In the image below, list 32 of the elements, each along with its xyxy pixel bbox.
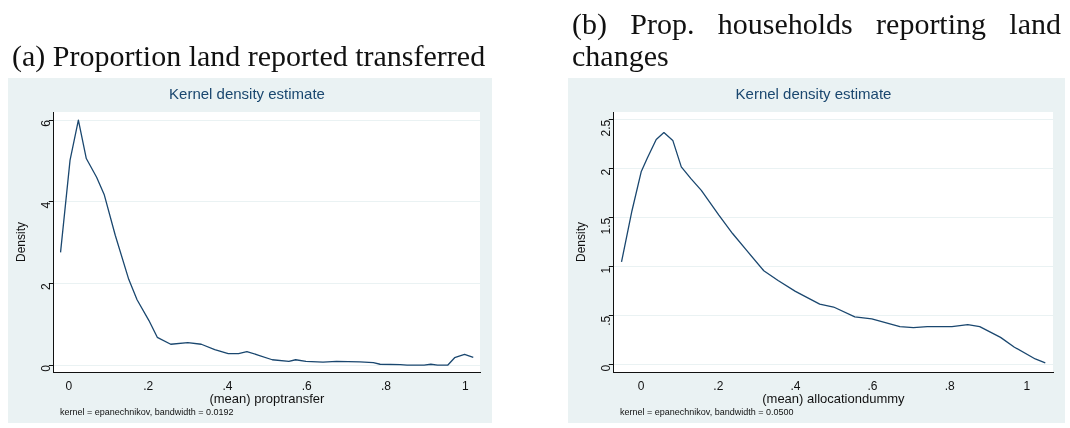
y-tick-label: 1.5 (599, 217, 614, 235)
chart-subtitle: Kernel density estimate (735, 85, 892, 103)
x-tick-label: .2 (713, 378, 724, 393)
y-axis-title: Density (573, 221, 588, 263)
text: kernel = epanechnikov, bandwidth = 0.0500 (620, 406, 794, 417)
x-tick-label: 0 (65, 378, 73, 393)
chart-title: (b) Prop. households reporting land changes (572, 7, 1061, 72)
x-tick-label: 1 (461, 378, 469, 393)
y-tick-label: 2 (39, 283, 54, 291)
y-tick-label: 2.5 (599, 119, 614, 137)
x-tick-label: .4 (790, 378, 801, 393)
x-tick-label: 0 (637, 378, 645, 393)
x-axis-title: (mean) allocationdummy (762, 390, 906, 406)
y-tick-label: 0 (599, 364, 614, 372)
y-tick-label: 6 (39, 119, 54, 127)
x-tick-label: .8 (381, 378, 392, 393)
y-axis-title: Density (13, 221, 28, 263)
y-tick-label: .5 (599, 315, 614, 326)
y-tick-label: 4 (39, 201, 54, 209)
y-tick-label: 1 (599, 266, 614, 274)
chart-title: (a) Proportion land reported transferred (12, 39, 487, 72)
x-axis-title: (mean) proptransfer (209, 390, 326, 406)
x-tick-label: .8 (944, 378, 955, 393)
x-tick-label: .6 (867, 378, 878, 393)
y-tick-label: 0 (39, 364, 54, 372)
x-tick-label: .4 (222, 378, 233, 393)
chart-subtitle: Kernel density estimate (169, 85, 325, 103)
x-tick-label: 1 (1023, 378, 1031, 393)
x-tick-label: .6 (301, 378, 313, 393)
x-tick-label: .2 (143, 378, 154, 393)
y-tick-label: 2 (599, 168, 614, 176)
text: kernel = epanechnikov, bandwidth = 0.0192 (60, 406, 234, 417)
